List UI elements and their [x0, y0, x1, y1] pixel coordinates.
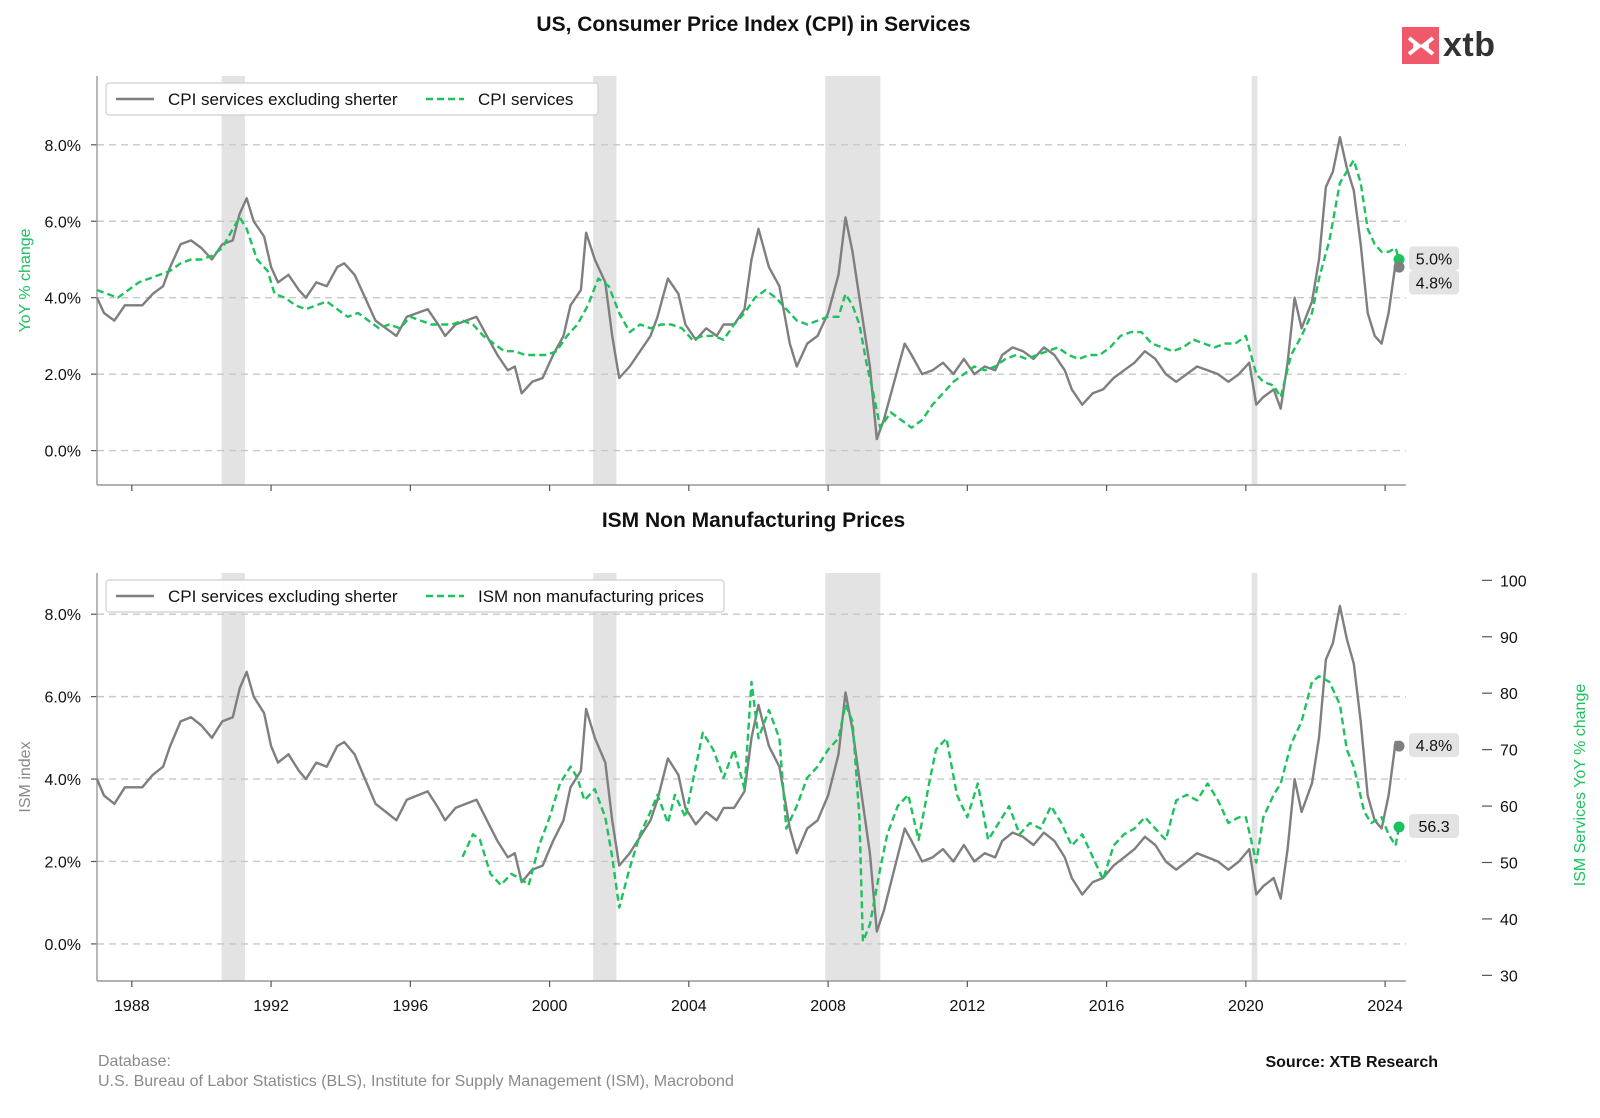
x-tick-label: 1992 [253, 998, 289, 1015]
legend-box [105, 579, 725, 613]
y-axis-label: YoY % change [17, 228, 34, 332]
y2-tick-label: 40 [1500, 912, 1518, 929]
series-end-marker [1393, 261, 1405, 273]
xtb-logo: xtb [1402, 26, 1496, 65]
recession-band [1251, 573, 1258, 981]
chart-panel-2: ISM Non Manufacturing Prices 0.0% 2.0% 4.0%… [17, 509, 1589, 1015]
x-tick-label: 1996 [393, 998, 429, 1015]
y-axis-label: ISM index [17, 741, 34, 812]
legend-box [105, 82, 599, 116]
footer-database-label: Database: [98, 1053, 171, 1070]
x-tick-label: 2020 [1228, 998, 1264, 1015]
recession-band [1251, 76, 1258, 485]
y-tick-label: 0.0% [45, 444, 81, 461]
y-tick-label: 4.0% [45, 772, 81, 789]
x-tick-label: 2016 [1089, 998, 1125, 1015]
y-tick-label: 4.0% [45, 291, 81, 308]
chart-panel-1: US, Consumer Price Index (CPI) in Servic… [17, 13, 1460, 491]
series-line-1 [95, 136, 1400, 441]
footer-database: Database: U.S. Bureau of Labor Statistic… [98, 1052, 734, 1092]
series-end-marker [1393, 821, 1405, 833]
xtb-logo-text: xtb [1443, 26, 1496, 64]
y2-tick-label: 80 [1500, 686, 1518, 703]
end-label: 5.0% [1416, 251, 1452, 268]
y-tick-label: 6.0% [45, 214, 81, 231]
y2-tick-label: 70 [1500, 743, 1518, 760]
chart-title: US, Consumer Price Index (CPI) in Servic… [536, 13, 970, 36]
y2-tick-label: 50 [1500, 855, 1518, 872]
recession-band [221, 573, 245, 981]
end-label: 4.8% [1416, 738, 1452, 755]
end-label-box [1409, 813, 1460, 838]
recession-band [221, 76, 245, 485]
footer-database-sources: U.S. Bureau of Labor Statistics (BLS), I… [98, 1073, 734, 1090]
recession-band [593, 573, 617, 981]
y2-tick-label: 90 [1500, 630, 1518, 647]
x-tick-label: 2000 [532, 998, 568, 1015]
x-tick-label: 1988 [114, 998, 150, 1015]
series-line-1 [95, 604, 1400, 933]
x-tick-label: 2004 [671, 998, 707, 1015]
y-tick-label: 2.0% [45, 854, 81, 871]
y-tick-label: 6.0% [45, 690, 81, 707]
series-end-marker [1393, 740, 1405, 752]
xtb-logo-mark-icon [1402, 27, 1439, 64]
legend-label: CPI services excluding sherter [168, 90, 398, 109]
series-line-2 [96, 158, 1401, 429]
y2-tick-label: 30 [1500, 968, 1518, 985]
legend-label: ISM non manufacturing prices [478, 587, 704, 606]
legend-label: CPI services [478, 90, 573, 109]
legend-label: CPI services excluding sherter [168, 587, 398, 606]
end-label-box [1409, 246, 1460, 271]
x-tick-label: 2012 [950, 998, 986, 1015]
y-tick-label: 8.0% [45, 138, 81, 155]
y-tick-label: 2.0% [45, 367, 81, 384]
series-end-marker [1393, 253, 1405, 265]
recession-band [825, 76, 881, 485]
y-tick-label: 8.0% [45, 607, 81, 624]
y2-tick-label: 60 [1500, 799, 1518, 816]
y-tick-label: 0.0% [45, 937, 81, 954]
y2-tick-label: 100 [1500, 573, 1527, 590]
series-line-2 [461, 675, 1401, 943]
x-tick-label: 2024 [1367, 998, 1403, 1015]
end-label: 4.8% [1416, 275, 1452, 292]
end-label-box [1409, 733, 1460, 758]
y2-axis-label: ISM Services YoY % change [1572, 684, 1589, 887]
end-label: 56.3 [1418, 819, 1449, 836]
chart-title: ISM Non Manufacturing Prices [602, 509, 905, 532]
x-tick-label: 2008 [810, 998, 846, 1015]
footer-source: Source: XTB Research [1265, 1054, 1438, 1071]
end-label-box [1409, 270, 1460, 295]
